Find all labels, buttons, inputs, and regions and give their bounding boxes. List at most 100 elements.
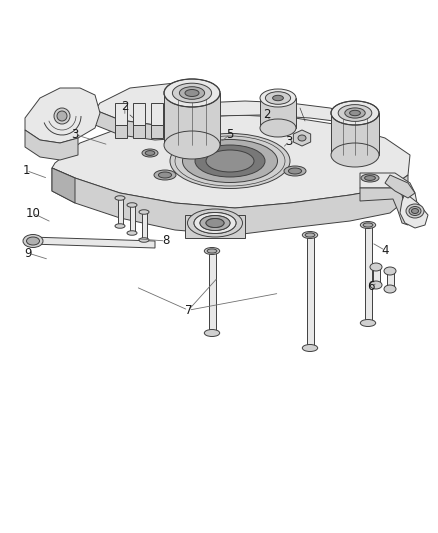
Ellipse shape xyxy=(194,213,236,233)
Ellipse shape xyxy=(164,131,220,159)
Polygon shape xyxy=(400,193,428,228)
Ellipse shape xyxy=(363,223,373,227)
Text: 6: 6 xyxy=(367,280,375,293)
Polygon shape xyxy=(115,125,127,138)
Ellipse shape xyxy=(272,95,283,101)
Polygon shape xyxy=(52,168,408,235)
Polygon shape xyxy=(360,173,418,215)
Ellipse shape xyxy=(206,219,224,228)
Ellipse shape xyxy=(302,231,318,238)
Text: 8: 8 xyxy=(162,235,169,247)
Ellipse shape xyxy=(370,263,382,271)
Polygon shape xyxy=(133,103,145,125)
Ellipse shape xyxy=(338,104,372,122)
Polygon shape xyxy=(115,103,127,125)
Text: 3: 3 xyxy=(71,128,78,141)
Ellipse shape xyxy=(360,319,376,327)
Text: 9: 9 xyxy=(25,247,32,260)
Ellipse shape xyxy=(370,281,382,289)
Polygon shape xyxy=(95,110,185,140)
Ellipse shape xyxy=(207,249,217,253)
Ellipse shape xyxy=(183,140,278,182)
Ellipse shape xyxy=(260,89,296,107)
Text: 4: 4 xyxy=(381,244,389,257)
Polygon shape xyxy=(52,168,75,203)
Polygon shape xyxy=(130,101,355,125)
Ellipse shape xyxy=(206,219,224,228)
Ellipse shape xyxy=(305,233,315,237)
Ellipse shape xyxy=(115,196,125,200)
Ellipse shape xyxy=(384,285,396,293)
Ellipse shape xyxy=(145,151,155,156)
Text: 2: 2 xyxy=(121,100,129,113)
Ellipse shape xyxy=(185,90,199,96)
Ellipse shape xyxy=(139,238,149,243)
Ellipse shape xyxy=(180,87,205,99)
Polygon shape xyxy=(331,113,379,155)
Polygon shape xyxy=(386,271,393,289)
Text: 10: 10 xyxy=(25,207,40,220)
Ellipse shape xyxy=(139,210,149,214)
Ellipse shape xyxy=(331,101,379,125)
Ellipse shape xyxy=(206,150,254,172)
Ellipse shape xyxy=(284,166,306,176)
Ellipse shape xyxy=(23,235,43,247)
Polygon shape xyxy=(293,130,311,146)
Ellipse shape xyxy=(195,145,265,177)
Polygon shape xyxy=(25,88,100,143)
Ellipse shape xyxy=(204,247,220,254)
Ellipse shape xyxy=(164,79,220,107)
Polygon shape xyxy=(164,93,220,145)
Ellipse shape xyxy=(411,208,418,214)
Ellipse shape xyxy=(54,108,70,124)
Polygon shape xyxy=(372,267,379,285)
Ellipse shape xyxy=(159,172,172,178)
Text: 3: 3 xyxy=(286,135,293,148)
Text: 2: 2 xyxy=(263,108,271,121)
Ellipse shape xyxy=(154,170,176,180)
Polygon shape xyxy=(208,251,215,333)
Ellipse shape xyxy=(288,168,302,174)
Ellipse shape xyxy=(265,92,290,104)
Polygon shape xyxy=(133,125,145,138)
Ellipse shape xyxy=(27,237,39,245)
Ellipse shape xyxy=(409,206,421,215)
Polygon shape xyxy=(151,125,163,138)
Polygon shape xyxy=(385,175,415,198)
Polygon shape xyxy=(130,205,134,233)
Polygon shape xyxy=(307,235,314,348)
Ellipse shape xyxy=(331,143,379,167)
Polygon shape xyxy=(260,98,296,128)
Ellipse shape xyxy=(170,133,290,189)
Ellipse shape xyxy=(204,329,220,336)
Ellipse shape xyxy=(298,135,306,141)
Ellipse shape xyxy=(260,119,296,137)
Polygon shape xyxy=(151,103,163,125)
Polygon shape xyxy=(117,198,123,226)
Text: 7: 7 xyxy=(184,304,192,317)
Ellipse shape xyxy=(127,203,137,207)
Text: 1: 1 xyxy=(22,164,30,177)
Ellipse shape xyxy=(57,111,67,121)
Ellipse shape xyxy=(194,213,236,233)
Ellipse shape xyxy=(302,344,318,351)
Polygon shape xyxy=(25,130,78,160)
Ellipse shape xyxy=(200,215,230,230)
Ellipse shape xyxy=(360,222,376,229)
Ellipse shape xyxy=(350,110,360,116)
Polygon shape xyxy=(30,237,155,248)
Ellipse shape xyxy=(345,108,365,118)
Polygon shape xyxy=(52,115,410,208)
Ellipse shape xyxy=(187,209,243,237)
Ellipse shape xyxy=(115,224,125,228)
Polygon shape xyxy=(360,188,408,225)
Polygon shape xyxy=(185,215,245,238)
Ellipse shape xyxy=(406,204,424,218)
Ellipse shape xyxy=(142,149,158,157)
Ellipse shape xyxy=(127,231,137,235)
Polygon shape xyxy=(95,83,215,125)
Polygon shape xyxy=(141,212,146,240)
Ellipse shape xyxy=(361,174,379,182)
Ellipse shape xyxy=(364,175,375,180)
Ellipse shape xyxy=(200,215,230,230)
